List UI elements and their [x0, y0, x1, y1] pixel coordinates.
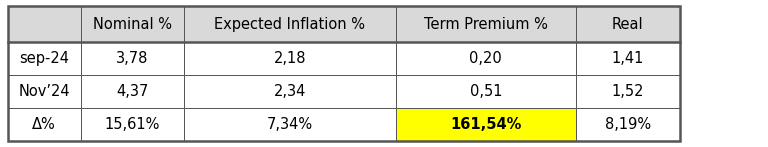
Bar: [396, 75, 576, 108]
Text: 2,34: 2,34: [273, 84, 306, 99]
Bar: [81, 42, 184, 75]
Bar: [576, 6, 680, 42]
Bar: [184, 75, 396, 108]
Text: 8,19%: 8,19%: [604, 117, 651, 132]
Text: 0,51: 0,51: [469, 84, 502, 99]
Bar: [8, 6, 81, 42]
Bar: [8, 42, 81, 75]
Bar: [396, 42, 576, 75]
Bar: [81, 6, 184, 42]
Bar: [8, 6, 680, 141]
Bar: [184, 108, 396, 141]
Text: Δ%: Δ%: [32, 117, 56, 132]
Text: 15,61%: 15,61%: [104, 117, 161, 132]
Bar: [396, 6, 576, 42]
Bar: [8, 75, 81, 108]
Text: Real: Real: [612, 17, 644, 32]
Bar: [81, 108, 184, 141]
Bar: [396, 108, 576, 141]
Text: Nov’24: Nov’24: [18, 84, 70, 99]
Bar: [576, 108, 680, 141]
Text: 161,54%: 161,54%: [450, 117, 521, 132]
Text: 0,20: 0,20: [469, 51, 502, 66]
Bar: [576, 75, 680, 108]
Bar: [184, 6, 396, 42]
Text: Term Premium %: Term Premium %: [424, 17, 548, 32]
Text: 1,41: 1,41: [611, 51, 644, 66]
Bar: [576, 42, 680, 75]
Text: Nominal %: Nominal %: [93, 17, 172, 32]
Text: 2,18: 2,18: [273, 51, 306, 66]
Bar: [8, 108, 81, 141]
Text: 7,34%: 7,34%: [266, 117, 313, 132]
Text: 4,37: 4,37: [116, 84, 149, 99]
Bar: [81, 75, 184, 108]
Text: 3,78: 3,78: [116, 51, 149, 66]
Text: sep-24: sep-24: [19, 51, 69, 66]
Text: 1,52: 1,52: [611, 84, 644, 99]
Bar: [184, 42, 396, 75]
Text: Expected Inflation %: Expected Inflation %: [214, 17, 366, 32]
